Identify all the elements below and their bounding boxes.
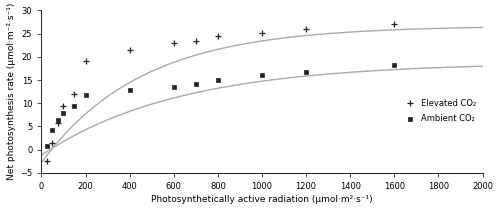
Ambient CO₂ xyxy=(82,94,88,96)
Elevated CO₂ xyxy=(193,39,199,42)
Y-axis label: Net photosynthesis rate (μmol·m⁻²·s⁻¹): Net photosynthesis rate (μmol·m⁻²·s⁻¹) xyxy=(7,3,16,180)
Ambient CO₂ xyxy=(303,71,309,73)
Ambient CO₂ xyxy=(72,104,78,107)
Line: Ambient CO₂: Ambient CO₂ xyxy=(44,63,397,148)
Elevated CO₂ xyxy=(170,42,176,44)
Elevated CO₂ xyxy=(215,35,221,37)
Elevated CO₂ xyxy=(82,60,88,63)
Ambient CO₂ xyxy=(170,86,176,88)
Elevated CO₂ xyxy=(50,141,56,144)
Ambient CO₂ xyxy=(259,74,265,77)
Ambient CO₂ xyxy=(44,145,50,147)
Line: Elevated CO₂: Elevated CO₂ xyxy=(44,21,398,165)
Ambient CO₂ xyxy=(392,64,398,66)
Ambient CO₂ xyxy=(50,129,56,131)
Elevated CO₂ xyxy=(303,28,309,30)
Ambient CO₂ xyxy=(193,83,199,85)
Elevated CO₂ xyxy=(259,31,265,34)
Elevated CO₂ xyxy=(60,104,66,107)
Ambient CO₂ xyxy=(55,119,61,121)
Elevated CO₂ xyxy=(72,93,78,95)
Ambient CO₂ xyxy=(60,111,66,114)
Ambient CO₂ xyxy=(215,79,221,81)
Elevated CO₂ xyxy=(126,49,132,51)
Elevated CO₂ xyxy=(55,122,61,124)
Elevated CO₂ xyxy=(44,160,50,162)
Legend: Elevated CO₂, Ambient CO₂: Elevated CO₂, Ambient CO₂ xyxy=(399,96,478,126)
X-axis label: Photosynthetically active radiation (μmol·m²·s⁻¹): Photosynthetically active radiation (μmo… xyxy=(151,195,373,204)
Elevated CO₂ xyxy=(392,23,398,26)
Ambient CO₂ xyxy=(126,89,132,92)
